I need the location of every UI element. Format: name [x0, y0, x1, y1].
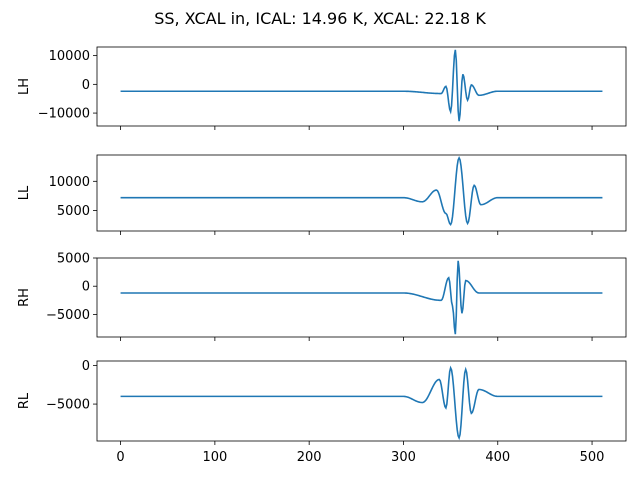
- series-line-ll: [120, 156, 603, 227]
- y-tick-label: −10000: [38, 107, 90, 122]
- y-axis-label: LL: [17, 185, 32, 200]
- axes-frame: [96, 46, 627, 127]
- y-tick-label: 0: [82, 359, 90, 374]
- subplot-ll: 5000 10000 LL: [17, 154, 627, 235]
- y-axis-label: RH: [17, 288, 32, 307]
- y-tick-label: 0: [82, 280, 90, 295]
- x-tick-label: 200: [297, 450, 322, 465]
- series-line-lh: [120, 49, 603, 122]
- axes-frame: [96, 257, 627, 338]
- y-axis-label: LH: [17, 78, 32, 95]
- series-line-rh: [120, 260, 603, 335]
- subplot-rh: −5000 0 5000 RH: [17, 252, 627, 341]
- y-tick-label: −5000: [46, 398, 90, 413]
- y-tick-label: 5000: [57, 204, 90, 219]
- x-tick-label: 300: [391, 450, 416, 465]
- x-tick-label: 0: [116, 450, 124, 465]
- y-tick-label: 5000: [57, 252, 90, 267]
- axes-frame: [96, 360, 627, 442]
- figure-title: SS, XCAL in, ICAL: 14.96 K, XCAL: 22.18 …: [154, 9, 486, 28]
- y-axis-label: RL: [17, 392, 32, 409]
- axes-frame: [96, 154, 627, 232]
- y-tick-label: 0: [82, 78, 90, 93]
- x-tick-label: 100: [202, 450, 227, 465]
- series-line-rl: [120, 365, 603, 441]
- y-tick-label: −5000: [46, 308, 90, 323]
- subplot-lh: −10000 0 10000 LH: [17, 46, 627, 130]
- x-tick-label: 500: [580, 450, 605, 465]
- y-tick-label: 10000: [49, 175, 90, 190]
- y-tick-label: 10000: [49, 49, 90, 64]
- x-tick-label: 400: [485, 450, 510, 465]
- subplot-rl: −5000 0 0 100 200 300 400 500 RL: [17, 359, 627, 465]
